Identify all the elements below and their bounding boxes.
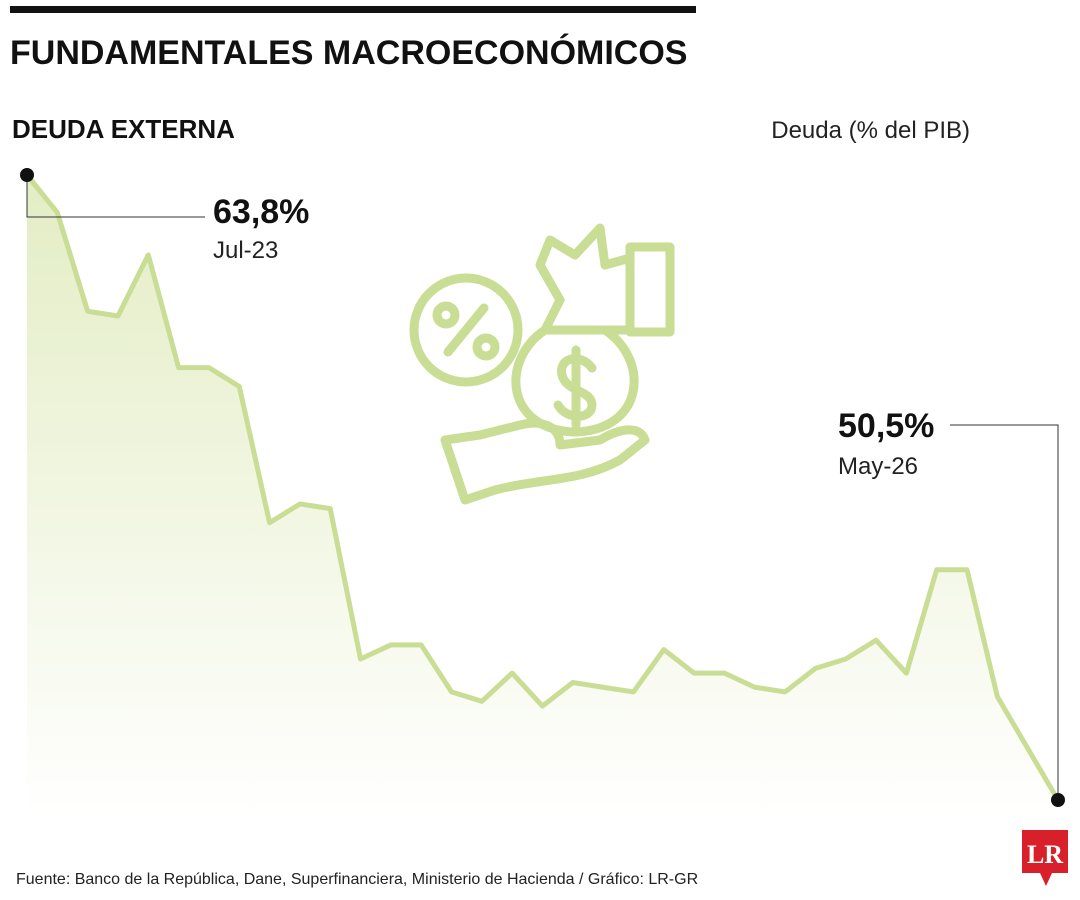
logo-text: LR <box>1027 840 1063 869</box>
chart-title: FUNDAMENTALES MACROECONÓMICOS <box>10 34 687 72</box>
value-label: 50,5% <box>838 407 934 445</box>
y-axis-label: Deuda (% del PIB) <box>771 117 970 144</box>
end-point <box>1051 793 1065 807</box>
top-rule <box>10 6 696 13</box>
source-note: Fuente: Banco de la República, Dane, Sup… <box>16 871 698 888</box>
money-icon <box>409 223 675 505</box>
area-fill <box>27 175 1058 820</box>
value-label: 63,8% <box>213 193 309 231</box>
chart-subtitle: DEUDA EXTERNA <box>12 114 235 144</box>
data-line <box>25 173 1061 802</box>
x-label: Jul-23 <box>213 237 278 264</box>
x-label: May-26 <box>838 453 918 480</box>
leader-line <box>26 175 205 218</box>
end-point <box>20 168 34 182</box>
plot-area: 63,8% Jul-23 50,5% May-26 <box>20 168 1065 820</box>
leader-line <box>950 424 1059 800</box>
logo: LR <box>1022 830 1068 886</box>
